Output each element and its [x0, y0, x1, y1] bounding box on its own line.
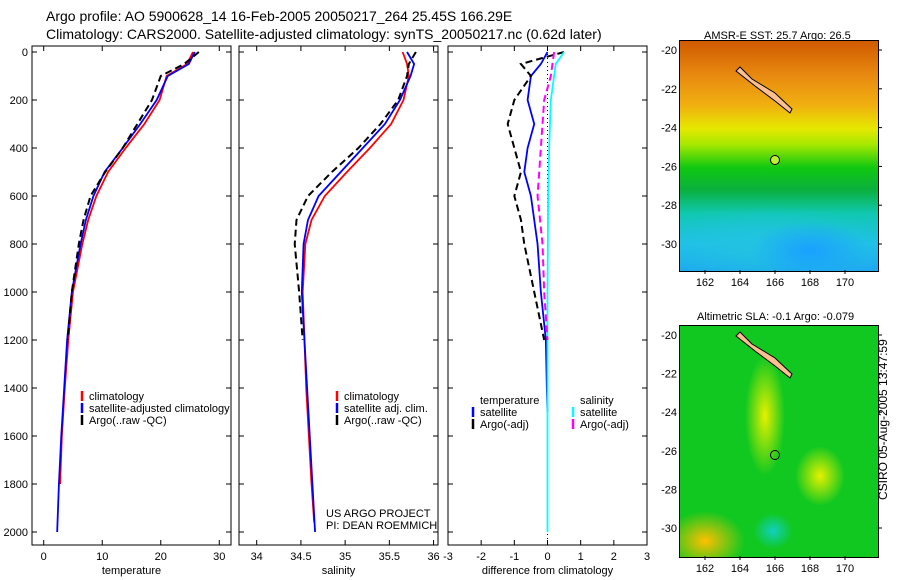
island-new-caledonia	[735, 331, 793, 379]
lat-tick-label: -24	[661, 407, 677, 419]
lon-tick-label: 164	[731, 277, 749, 289]
lat-tick-label: -28	[661, 200, 677, 212]
legend-label: satellite	[480, 407, 517, 419]
legend-label: satellite adj. clim.	[344, 403, 428, 415]
lon-tick-label: 170	[836, 277, 854, 289]
x-axis-label: temperature	[102, 565, 161, 577]
x-tick-label: 35.5	[379, 551, 400, 563]
series-line-argo-raw-qc-	[293, 51, 417, 341]
title-line-2: Climatology: CARS2000. Satellite-adjuste…	[46, 26, 602, 42]
x-tick-label: 34.5	[290, 551, 311, 563]
annotation-text: PI: DEAN ROEMMICH	[326, 520, 437, 532]
y-tick-label: 600	[10, 191, 28, 203]
x-tick-label: 3	[644, 551, 650, 563]
legend-header: salinity	[580, 395, 614, 407]
y-tick-label: 1200	[4, 335, 28, 347]
x-tick-label: 0	[544, 551, 550, 563]
legend-label: Argo(-adj)	[480, 419, 529, 431]
legend-label: Argo(-adj)	[580, 419, 629, 431]
y-tick-label: 200	[10, 95, 28, 107]
y-tick-label: 2000	[4, 527, 28, 539]
legend-label: Argo(..raw -QC)	[89, 415, 167, 427]
series-line-satellite-adj-clim-	[300, 51, 416, 533]
x-tick-label: -3	[443, 551, 453, 563]
legend-header: temperature	[480, 395, 539, 407]
credit-text: CSIRO 05-Aug-2005 13:47:59	[876, 339, 890, 500]
profile-plots: 0 10 20 30020040060080010001200140016001800…	[4, 45, 650, 577]
x-tick-label: 36	[427, 551, 439, 563]
series-line-climatology	[301, 51, 410, 523]
lon-tick-label: 168	[801, 563, 819, 575]
lat-tick-label: -24	[661, 123, 677, 135]
legend-label: climatology	[344, 391, 400, 403]
lat-tick-label: -20	[661, 45, 677, 57]
y-tick-label: 1000	[4, 287, 28, 299]
x-tick-label: 20	[155, 551, 167, 563]
sst-map	[679, 40, 879, 272]
series-line-temperature-argo-adj-	[506, 51, 565, 341]
lat-tick-label: -26	[661, 446, 677, 458]
lat-tick-label: -20	[661, 330, 677, 342]
annotation-text: US ARGO PROJECT	[326, 508, 431, 520]
x-tick-label: 1	[578, 551, 584, 563]
lon-tick-label: 164	[731, 563, 749, 575]
island-new-caledonia	[735, 66, 793, 114]
lat-tick-label: -30	[661, 239, 677, 251]
y-tick-label: 1800	[4, 479, 28, 491]
legend-label: satellite	[580, 407, 617, 419]
lon-tick-label: 166	[766, 563, 784, 575]
plot-frame	[238, 45, 439, 546]
lat-tick-label: -30	[661, 523, 677, 535]
lon-tick-label: 168	[801, 277, 819, 289]
x-tick-label: 30	[213, 551, 225, 563]
plot-frame	[31, 45, 232, 546]
legend-label: climatology	[89, 391, 145, 403]
x-axis-label: difference from climatology	[482, 565, 614, 577]
series-line-temperature-satellite	[523, 51, 549, 413]
lat-tick-label: -28	[661, 484, 677, 496]
x-tick-label: 35	[339, 551, 351, 563]
x-tick-label: 2	[611, 551, 617, 563]
series-line-salinity-satellite	[546, 51, 565, 532]
sla-map-title: Altimetric SLA: -0.1 Argo: -0.079	[697, 311, 855, 323]
y-tick-label: 1400	[4, 383, 28, 395]
y-tick-label: 800	[10, 239, 28, 251]
lat-tick-label: -22	[661, 84, 677, 96]
y-tick-label: 400	[10, 143, 28, 155]
x-tick-label: -1	[509, 551, 519, 563]
x-axis-label: salinity	[322, 565, 356, 577]
x-tick-label: 34	[251, 551, 263, 563]
legend-label: Argo(..raw -QC)	[344, 415, 422, 427]
title-line-1: Argo profile: AO 5900628_14 16-Feb-2005 …	[46, 8, 513, 24]
x-tick-label: -2	[476, 551, 486, 563]
lon-tick-label: 170	[836, 563, 854, 575]
lat-tick-label: -26	[661, 161, 677, 173]
series-line-argo-raw-qc-	[66, 51, 200, 341]
legend-label: satellite-adjusted climatology	[89, 403, 230, 415]
y-tick-label: 0	[22, 47, 28, 59]
x-tick-label: 10	[96, 551, 108, 563]
series-line-satellite-adjusted-climatology	[56, 51, 196, 533]
lon-tick-label: 162	[696, 277, 714, 289]
sla-map	[679, 325, 879, 558]
sst-map-title: AMSR-E SST: 25.7 Argo: 26.5	[704, 30, 851, 42]
lon-tick-label: 162	[696, 563, 714, 575]
lat-tick-label: -22	[661, 369, 677, 381]
argo-position-marker	[770, 155, 780, 165]
y-tick-label: 1600	[4, 431, 28, 443]
lon-tick-label: 166	[766, 277, 784, 289]
series-line-salinity-argo-adj-	[536, 51, 556, 341]
x-tick-label: 0	[41, 551, 47, 563]
argo-position-marker	[770, 450, 780, 460]
